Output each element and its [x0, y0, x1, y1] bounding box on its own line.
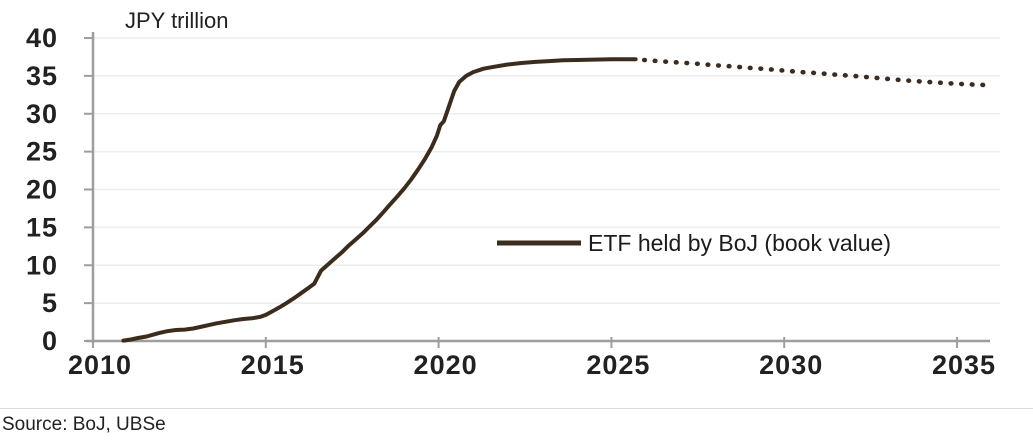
x-tick-label: 2030 — [759, 350, 823, 380]
y-tick-label: 40 — [26, 23, 58, 53]
y-tick-label: 5 — [42, 288, 58, 318]
legend: ETF held by BoJ (book value) — [497, 230, 891, 256]
y-tick-label: 35 — [26, 61, 58, 91]
actual-solid-line — [121, 57, 638, 343]
gridlines-layer — [93, 37, 1000, 304]
x-tick-label: 2015 — [241, 350, 305, 380]
x-tick-label: 2010 — [68, 350, 132, 380]
y-tick-label: 25 — [26, 137, 58, 167]
y-tick-label: 30 — [26, 99, 58, 129]
y-tick-label: 20 — [26, 175, 58, 205]
x-tick-label: 2035 — [932, 350, 996, 380]
y-tick-label: 10 — [26, 250, 58, 280]
y-tick-label: 0 — [42, 326, 58, 356]
footer: Source: BoJ, UBSe — [0, 408, 1033, 436]
data-series-layer — [121, 57, 989, 343]
x-tick-label: 2025 — [586, 350, 650, 380]
chart-title: JPY trillion — [125, 8, 229, 33]
x-tick-label: 2020 — [414, 350, 478, 380]
projection-dotted-line — [641, 57, 989, 88]
legend-label: ETF held by BoJ (book value) — [588, 230, 891, 256]
source-note: Source: BoJ, UBSe — [2, 414, 166, 435]
y-tick-label: 15 — [26, 212, 58, 242]
